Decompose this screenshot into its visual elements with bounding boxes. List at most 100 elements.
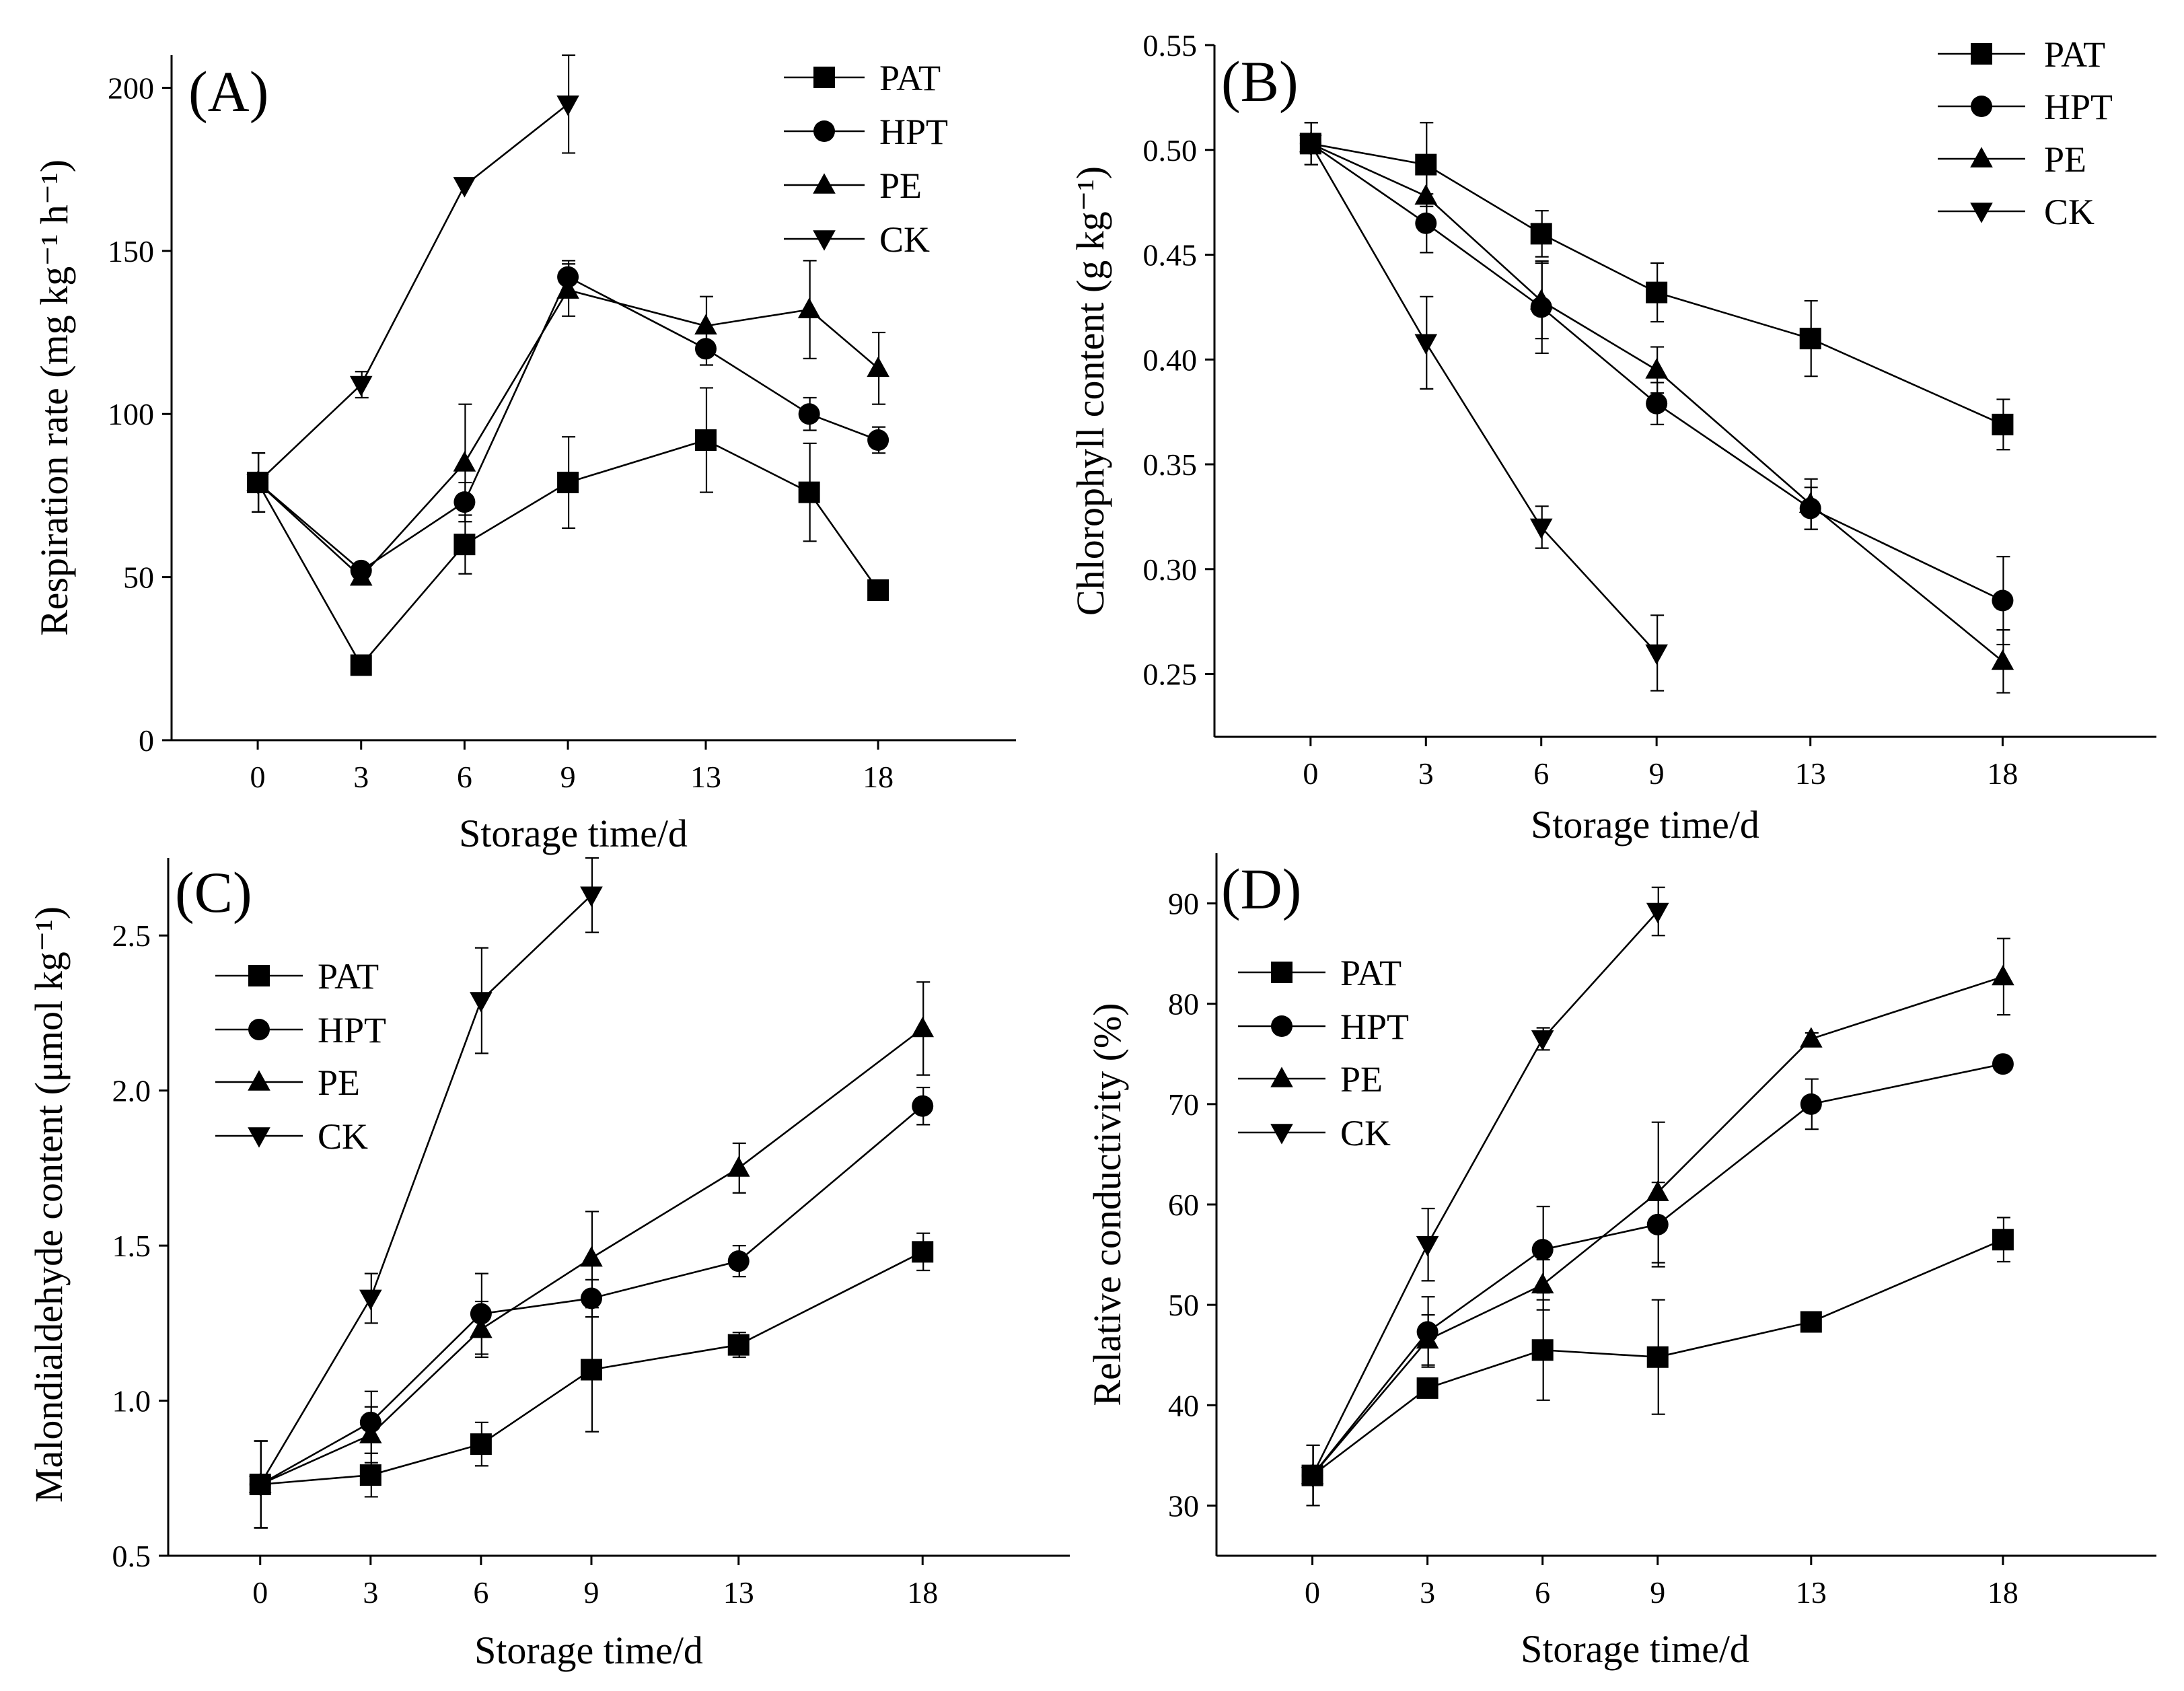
panel-a-ticks: 0 3 6 9 13 18 0 50 100 150 200 — [108, 71, 894, 794]
panel-c-letter: (C) — [175, 860, 252, 925]
legend-triangle-up-marker — [813, 173, 836, 194]
legend-label-ck: CK — [2044, 192, 2095, 232]
x-tick-label: 6 — [457, 760, 472, 794]
data-point-ck — [470, 992, 493, 1013]
data-point-pat — [359, 1464, 381, 1486]
legend-triangle-down-marker — [248, 1127, 270, 1148]
legend-label-hpt: HPT — [879, 112, 948, 152]
panel-b-legend-ck: CK — [1938, 192, 2095, 232]
panel-c-y-axis-label: Malondialdehyde content (μmol kg⁻¹) — [27, 906, 71, 1503]
data-point-pe — [1798, 492, 1822, 513]
panel-d-legend-ck: CK — [1238, 1113, 1391, 1153]
legend-label-ck: CK — [1340, 1113, 1391, 1153]
data-point-pe — [470, 1317, 493, 1338]
panel-b-x-axis-label: Storage time/d — [1531, 803, 1759, 847]
y-tick-label: 200 — [108, 71, 154, 105]
panel-b-legend-pat: PAT — [1938, 34, 2105, 75]
y-tick-label: 2.5 — [112, 919, 151, 953]
panel-c-legend-hpt: HPT — [215, 1010, 386, 1050]
y-tick-label: 0.45 — [1143, 238, 1198, 273]
panel-b-legend: PAT HPT PE CK — [1938, 34, 2113, 232]
data-point-pat — [1531, 1339, 1554, 1361]
data-point-ck — [1414, 334, 1438, 355]
legend-label-pat: PAT — [879, 58, 941, 98]
panel-a-legend-pat: PAT — [784, 58, 941, 98]
data-point-pat — [694, 429, 717, 452]
x-tick-label: 9 — [583, 1575, 599, 1610]
panel-d-ticks: 0 3 6 9 13 18 30 40 50 60 70 80 90 — [1168, 887, 2018, 1610]
y-tick-label: 60 — [1168, 1188, 1199, 1222]
series-line-hpt — [1310, 143, 2003, 602]
panel-d-legend-pat: PAT — [1238, 953, 1402, 993]
series-line-pe — [1310, 143, 2004, 662]
x-tick-label: 13 — [1796, 1575, 1827, 1610]
legend-triangle-up-marker — [248, 1070, 270, 1091]
panel-a-x-axis-label: Storage time/d — [459, 812, 688, 855]
legend-label-hpt: HPT — [318, 1010, 386, 1050]
panel-d-legend-pe: PE — [1238, 1059, 1383, 1100]
y-tick-label: 0.5 — [112, 1539, 151, 1573]
data-point-pat — [1992, 413, 2014, 435]
data-point-ck — [1301, 1466, 1324, 1488]
panel-a-legend: PAT HPT PE CK — [784, 58, 948, 260]
x-tick-label: 3 — [363, 1575, 378, 1610]
data-point-pat — [1799, 328, 1821, 350]
data-point-ck — [1416, 1235, 1439, 1257]
legend-circle-marker — [1271, 1015, 1293, 1037]
data-point-hpt — [867, 429, 889, 452]
legend-circle-marker — [813, 120, 835, 142]
legend-label-pe: PE — [879, 166, 922, 206]
panel-b-series — [1299, 122, 2014, 694]
data-point-pat — [470, 1433, 492, 1455]
data-point-pe — [453, 451, 476, 472]
legend-triangle-up-marker — [1970, 147, 1993, 168]
panel-a-legend-ck: CK — [784, 219, 930, 260]
data-point-hpt — [1992, 589, 2014, 612]
data-point-pe — [359, 1423, 382, 1444]
series-line-ck — [257, 103, 569, 483]
data-point-hpt — [1992, 1053, 2014, 1075]
panel-d-legend: PAT HPT PE CK — [1238, 953, 1409, 1153]
panel-a-respiration-rate: 0 3 6 9 13 18 0 50 100 150 200 (A) PAT HPT PE — [32, 54, 1016, 855]
data-point-ck — [1299, 135, 1322, 156]
x-tick-label: 6 — [1535, 1575, 1550, 1610]
y-tick-label: 150 — [108, 234, 154, 268]
legend-label-ck: CK — [318, 1116, 368, 1157]
data-point-pe — [580, 1246, 603, 1267]
x-tick-label: 6 — [1533, 756, 1549, 791]
panel-b-letter: (B) — [1221, 49, 1299, 114]
data-point-pe — [1529, 289, 1553, 310]
x-tick-label: 3 — [1418, 756, 1434, 791]
data-point-pe — [1800, 1027, 1823, 1048]
y-tick-label: 0 — [139, 723, 154, 758]
x-tick-label: 18 — [863, 760, 894, 794]
x-tick-label: 9 — [1649, 756, 1665, 791]
panel-c-legend: PAT HPT PE CK — [215, 956, 386, 1157]
x-tick-label: 18 — [1987, 756, 2018, 791]
data-point-pe — [727, 1156, 750, 1177]
y-tick-label: 0.40 — [1143, 343, 1198, 377]
y-tick-label: 0.25 — [1143, 657, 1198, 692]
data-point-hpt — [1531, 1239, 1554, 1261]
data-point-ck — [359, 1289, 382, 1311]
data-point-pe — [556, 278, 579, 299]
series-line-hpt — [260, 1105, 924, 1486]
panel-c-legend-pe: PE — [215, 1063, 360, 1103]
panel-d-x-axis-label: Storage time/d — [1521, 1627, 1749, 1671]
data-point-pe — [1645, 358, 1668, 379]
data-point-pe — [911, 1016, 935, 1038]
y-tick-label: 80 — [1168, 987, 1199, 1021]
x-tick-label: 13 — [723, 1575, 754, 1610]
data-point-ck — [248, 1476, 272, 1497]
series-line-pat — [260, 1251, 923, 1486]
data-point-ck — [556, 95, 579, 116]
x-tick-label: 3 — [353, 760, 369, 794]
panel-d-letter: (D) — [1221, 857, 1301, 921]
legend-circle-marker — [1971, 96, 1992, 117]
legend-triangle-up-marker — [1270, 1067, 1293, 1087]
data-point-pe — [1991, 649, 2014, 670]
data-point-pe — [867, 356, 889, 377]
panel-a-y-axis-label: Respiration rate (mg kg⁻¹ h⁻¹) — [32, 159, 76, 636]
legend-triangle-down-marker — [1970, 203, 1993, 223]
